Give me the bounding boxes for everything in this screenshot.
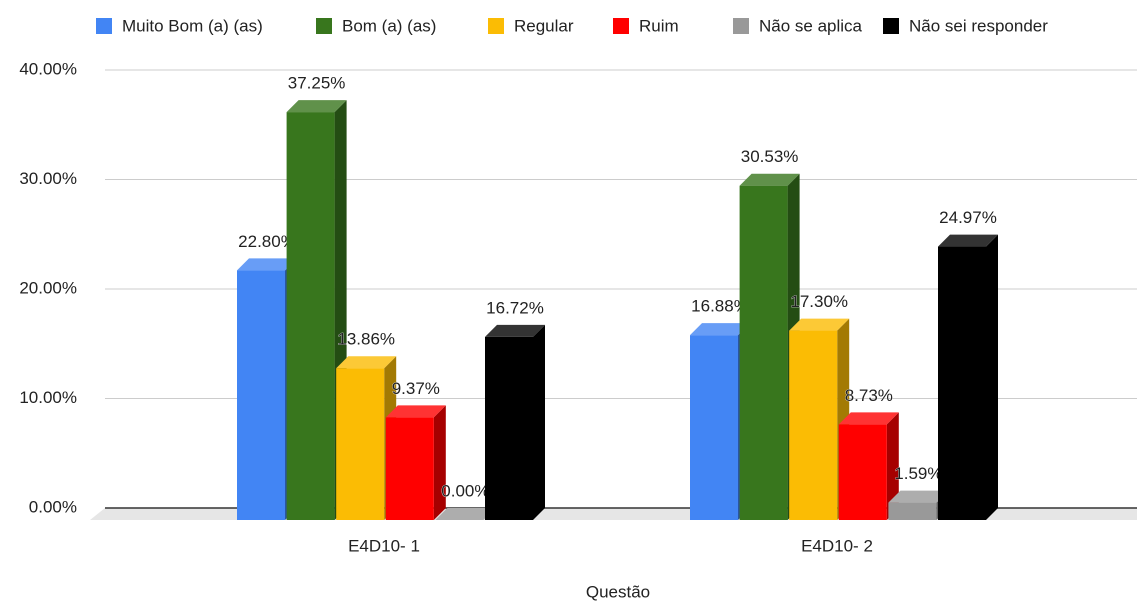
x-axis-label: Questão xyxy=(586,582,650,601)
data-label: 17.30% xyxy=(790,292,848,311)
bar xyxy=(838,424,887,520)
bar-top xyxy=(385,405,446,418)
legend-label: Ruim xyxy=(639,16,679,35)
data-label: 24.97% xyxy=(939,208,997,227)
data-label: 16.72% xyxy=(486,298,544,317)
bar xyxy=(485,336,533,520)
bar xyxy=(938,246,986,521)
bar-side xyxy=(533,324,545,520)
legend-label: Não sei responder xyxy=(909,16,1048,35)
x-tick-label: E4D10- 1 xyxy=(348,536,420,555)
bar-top xyxy=(237,258,297,271)
bar xyxy=(888,502,937,520)
legend-label: Muito Bom (a) (as) xyxy=(122,16,263,35)
bar-top xyxy=(336,356,397,369)
bar xyxy=(286,112,335,521)
bar xyxy=(385,417,434,520)
y-tick-label: 0.00% xyxy=(29,497,77,516)
bar-top xyxy=(739,173,800,186)
legend-swatch xyxy=(613,18,629,34)
x-tick-label: E4D10- 2 xyxy=(801,536,873,555)
data-label: 0.00% xyxy=(441,481,489,500)
legend-swatch xyxy=(316,18,332,34)
y-tick-label: 20.00% xyxy=(19,278,77,297)
bar xyxy=(789,330,838,520)
legend-swatch xyxy=(96,18,112,34)
bar-top xyxy=(690,323,750,336)
legend-label: Bom (a) (as) xyxy=(342,16,436,35)
data-label: 16.88% xyxy=(691,297,749,316)
y-tick-label: 30.00% xyxy=(19,169,77,188)
bar-top xyxy=(838,412,899,425)
bar xyxy=(690,335,738,520)
bar-top xyxy=(435,508,496,520)
data-label: 9.37% xyxy=(392,379,440,398)
bar-side xyxy=(433,405,446,520)
legend-label: Não se aplica xyxy=(759,16,863,35)
bar-top xyxy=(888,490,949,503)
bar-side xyxy=(886,412,899,520)
bar xyxy=(739,185,788,520)
legend-swatch xyxy=(733,18,749,34)
bar xyxy=(336,368,385,520)
y-tick-label: 10.00% xyxy=(19,388,77,407)
bar-top xyxy=(938,234,998,247)
data-label: 30.53% xyxy=(741,147,799,166)
bar-side xyxy=(986,234,998,521)
data-label: 37.25% xyxy=(288,74,346,93)
y-tick-label: 40.00% xyxy=(19,59,77,78)
legend-swatch xyxy=(883,18,899,34)
bar-top xyxy=(485,324,545,337)
legend-label: Regular xyxy=(514,16,574,35)
bar-top xyxy=(286,100,347,113)
bar-top xyxy=(789,318,850,331)
legend-swatch xyxy=(488,18,504,34)
data-label: 13.86% xyxy=(337,330,395,349)
data-label: 8.73% xyxy=(845,386,893,405)
data-label: 22.80% xyxy=(238,232,296,251)
data-label: 1.59% xyxy=(894,464,942,483)
bar xyxy=(237,270,285,520)
